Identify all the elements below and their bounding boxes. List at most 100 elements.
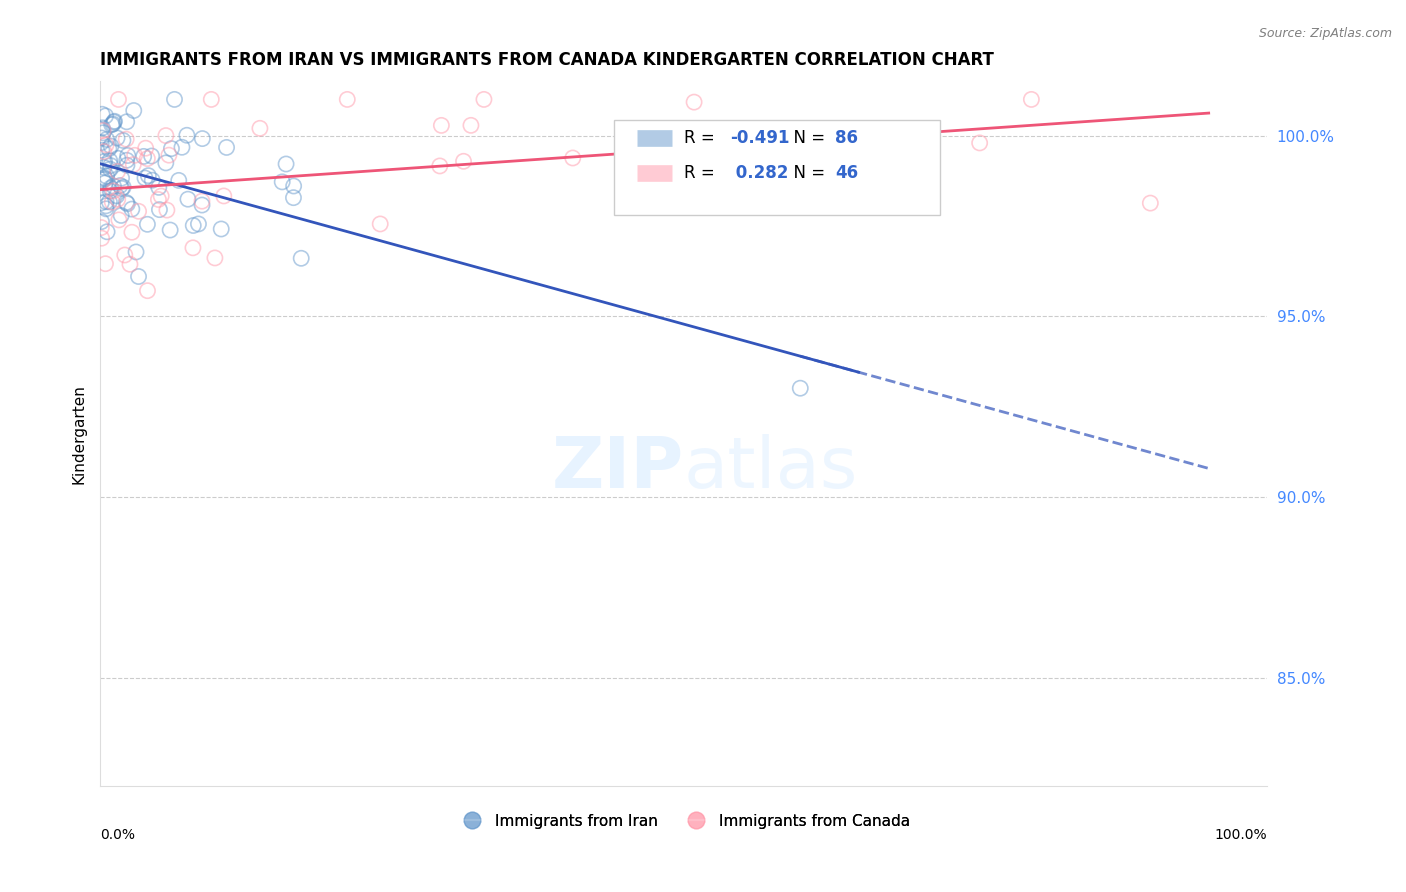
Immigrants from Canada [94, 137, 117, 152]
Immigrants from Iran [100, 139, 122, 153]
Text: -0.491: -0.491 [730, 128, 790, 146]
Immigrants from Iran [91, 107, 114, 121]
Immigrants from Iran [141, 149, 163, 163]
Y-axis label: Kindergarten: Kindergarten [72, 384, 86, 483]
Immigrants from Iran [160, 142, 183, 156]
Immigrants from Canada [200, 92, 222, 106]
Immigrants from Iran [93, 170, 115, 185]
Immigrants from Canada [1139, 196, 1161, 211]
Immigrants from Canada [121, 225, 143, 239]
Immigrants from Iran [103, 114, 125, 128]
Immigrants from Canada [136, 152, 159, 166]
Immigrants from Iran [181, 219, 204, 233]
Text: 46: 46 [835, 164, 859, 182]
Immigrants from Canada [157, 148, 180, 162]
Text: Source: ZipAtlas.com: Source: ZipAtlas.com [1258, 27, 1392, 40]
Immigrants from Iran [94, 194, 117, 209]
Immigrants from Canada [561, 151, 583, 165]
Immigrants from Iran [141, 173, 163, 187]
Immigrants from Iran [111, 181, 134, 195]
Immigrants from Iran [103, 115, 125, 129]
Immigrants from Iran [94, 202, 117, 216]
Immigrants from Iran [170, 140, 193, 154]
Immigrants from Canada [156, 203, 179, 218]
Immigrants from Canada [107, 164, 129, 178]
Immigrants from Canada [683, 95, 706, 109]
Immigrants from Canada [90, 231, 112, 245]
Immigrants from Iran [90, 136, 112, 150]
Immigrants from Iran [110, 209, 132, 223]
Immigrants from Iran [117, 196, 139, 211]
Immigrants from Canada [115, 132, 138, 146]
Immigrants from Iran [108, 178, 131, 193]
Immigrants from Iran [100, 159, 122, 173]
Immigrants from Iran [283, 191, 305, 205]
Immigrants from Canada [212, 189, 235, 203]
FancyBboxPatch shape [613, 120, 941, 215]
Immigrants from Iran [110, 171, 132, 186]
Immigrants from Canada [181, 241, 204, 255]
Immigrants from Iran [98, 194, 121, 209]
Immigrants from Iran [163, 92, 186, 106]
Immigrants from Canada [136, 284, 159, 298]
Immigrants from Iran [209, 222, 232, 236]
Immigrants from Canada [90, 220, 112, 235]
Text: R =: R = [683, 128, 720, 146]
Immigrants from Canada [107, 192, 129, 206]
Text: 0.282: 0.282 [730, 164, 789, 182]
Immigrants from Canada [108, 213, 131, 227]
Immigrants from Canada [630, 150, 652, 164]
Immigrants from Iran [115, 195, 138, 210]
Immigrants from Iran [121, 202, 143, 216]
Immigrants from Iran [191, 198, 214, 212]
Text: 86: 86 [835, 128, 858, 146]
Immigrants from Canada [249, 121, 271, 136]
Immigrants from Iran [290, 252, 312, 266]
Immigrants from Iran [94, 172, 117, 186]
Immigrants from Iran [90, 214, 112, 228]
Immigrants from Iran [271, 175, 294, 189]
Immigrants from Canada [430, 119, 453, 133]
Immigrants from Iran [176, 128, 198, 143]
Immigrants from Iran [105, 131, 128, 145]
Immigrants from Canada [103, 184, 125, 198]
Immigrants from Canada [1021, 92, 1043, 106]
Immigrants from Iran [100, 118, 122, 132]
Immigrants from Canada [429, 159, 451, 173]
Immigrants from Iran [159, 223, 181, 237]
Text: atlas: atlas [683, 434, 858, 503]
Immigrants from Canada [368, 217, 391, 231]
Immigrants from Iran [177, 192, 200, 206]
Immigrants from Iran [90, 143, 112, 157]
Immigrants from Iran [98, 184, 121, 198]
Text: 0.0%: 0.0% [100, 829, 135, 842]
Immigrants from Iran [167, 173, 190, 187]
Immigrants from Iran [93, 161, 115, 175]
Immigrants from Iran [94, 199, 117, 213]
Immigrants from Iran [98, 153, 121, 168]
Immigrants from Iran [274, 157, 297, 171]
Immigrants from Iran [148, 180, 170, 194]
Immigrants from Iran [91, 173, 114, 187]
Legend: Immigrants from Iran, Immigrants from Canada: Immigrants from Iran, Immigrants from Ca… [451, 807, 917, 835]
Immigrants from Iran [283, 179, 305, 194]
Immigrants from Canada [122, 158, 145, 172]
Immigrants from Iran [97, 142, 120, 156]
Immigrants from Iran [115, 153, 138, 168]
Immigrants from Iran [98, 162, 121, 177]
Immigrants from Iran [128, 269, 150, 284]
Text: N =: N = [783, 128, 830, 146]
Immigrants from Iran [187, 217, 209, 231]
Immigrants from Canada [135, 141, 157, 155]
Immigrants from Iran [91, 126, 114, 140]
Immigrants from Iran [155, 156, 177, 170]
Immigrants from Canada [124, 148, 146, 162]
Immigrants from Iran [122, 103, 145, 118]
Immigrants from Canada [148, 193, 170, 207]
Immigrants from Iran [191, 131, 214, 145]
Immigrants from Iran [96, 225, 118, 239]
Immigrants from Iran [103, 179, 125, 194]
Immigrants from Iran [132, 149, 155, 163]
Immigrants from Iran [125, 244, 148, 259]
Immigrants from Iran [134, 171, 156, 186]
